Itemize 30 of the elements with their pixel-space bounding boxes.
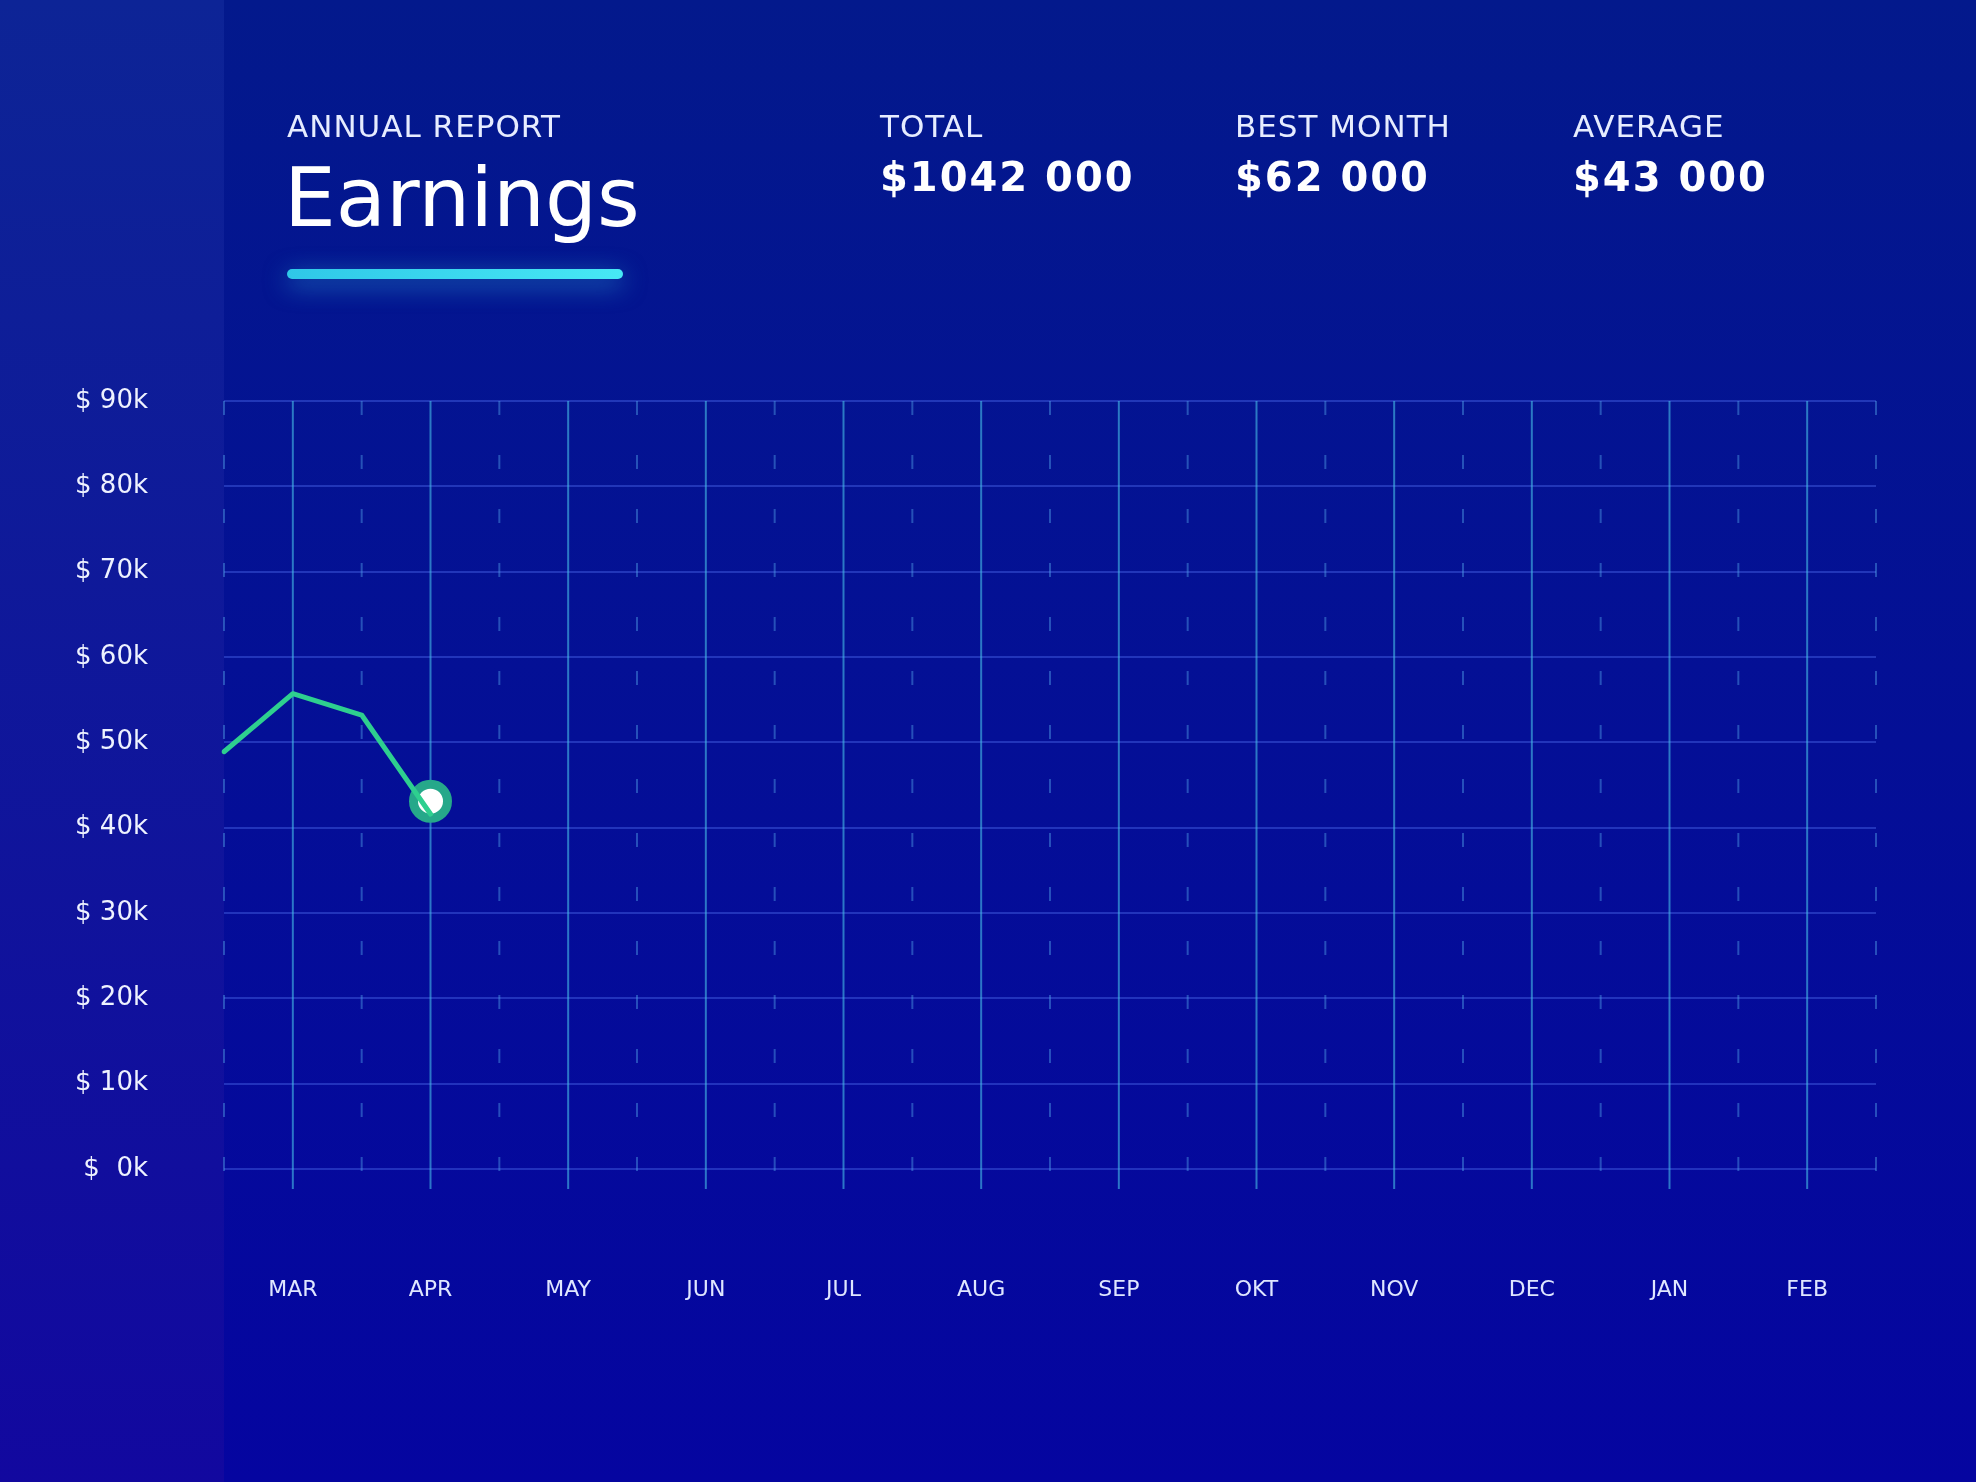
chart-subtitle: ANNUAL REPORT	[287, 108, 562, 144]
y-tick-label: $ 10k	[75, 1066, 148, 1097]
x-tick-label: JAN	[1648, 1275, 1689, 1301]
chart-title: Earnings	[284, 150, 640, 245]
x-tick-label: JUL	[824, 1275, 862, 1301]
x-tick-label: MAR	[268, 1275, 318, 1301]
y-tick-label: $ 40k	[75, 810, 148, 841]
y-tick-label: $ 60k	[75, 639, 148, 670]
text: $43 000	[1573, 154, 1768, 200]
y-tick-label: $ 90k	[75, 383, 148, 414]
x-tick-label: SEP	[1098, 1275, 1140, 1301]
text: $62 000	[1235, 154, 1431, 200]
y-tick-label: $ 70k	[75, 554, 148, 585]
text: BEST MONTH	[1235, 108, 1451, 144]
x-tick-label: APR	[408, 1275, 453, 1301]
x-tick-label: MAY	[545, 1275, 592, 1301]
x-tick-label: FEB	[1786, 1275, 1828, 1301]
y-tick-label: $ 80k	[75, 469, 148, 500]
y-tick-label: $ 20k	[75, 981, 148, 1012]
x-tick-label: OKT	[1234, 1275, 1279, 1301]
text: AVERAGE	[1573, 108, 1726, 144]
y-tick-label: $ 30k	[75, 895, 148, 926]
y-tick-label: $ 50k	[75, 725, 148, 756]
x-tick-label: JUN	[684, 1275, 726, 1301]
x-tick-label: NOV	[1369, 1275, 1419, 1301]
x-tick-label: AUG	[957, 1275, 1006, 1301]
x-tick-label: DEC	[1508, 1275, 1555, 1301]
text: TOTAL	[880, 108, 985, 144]
y-tick-label: $ 0k	[83, 1151, 148, 1182]
text: $1042 000	[880, 154, 1135, 200]
